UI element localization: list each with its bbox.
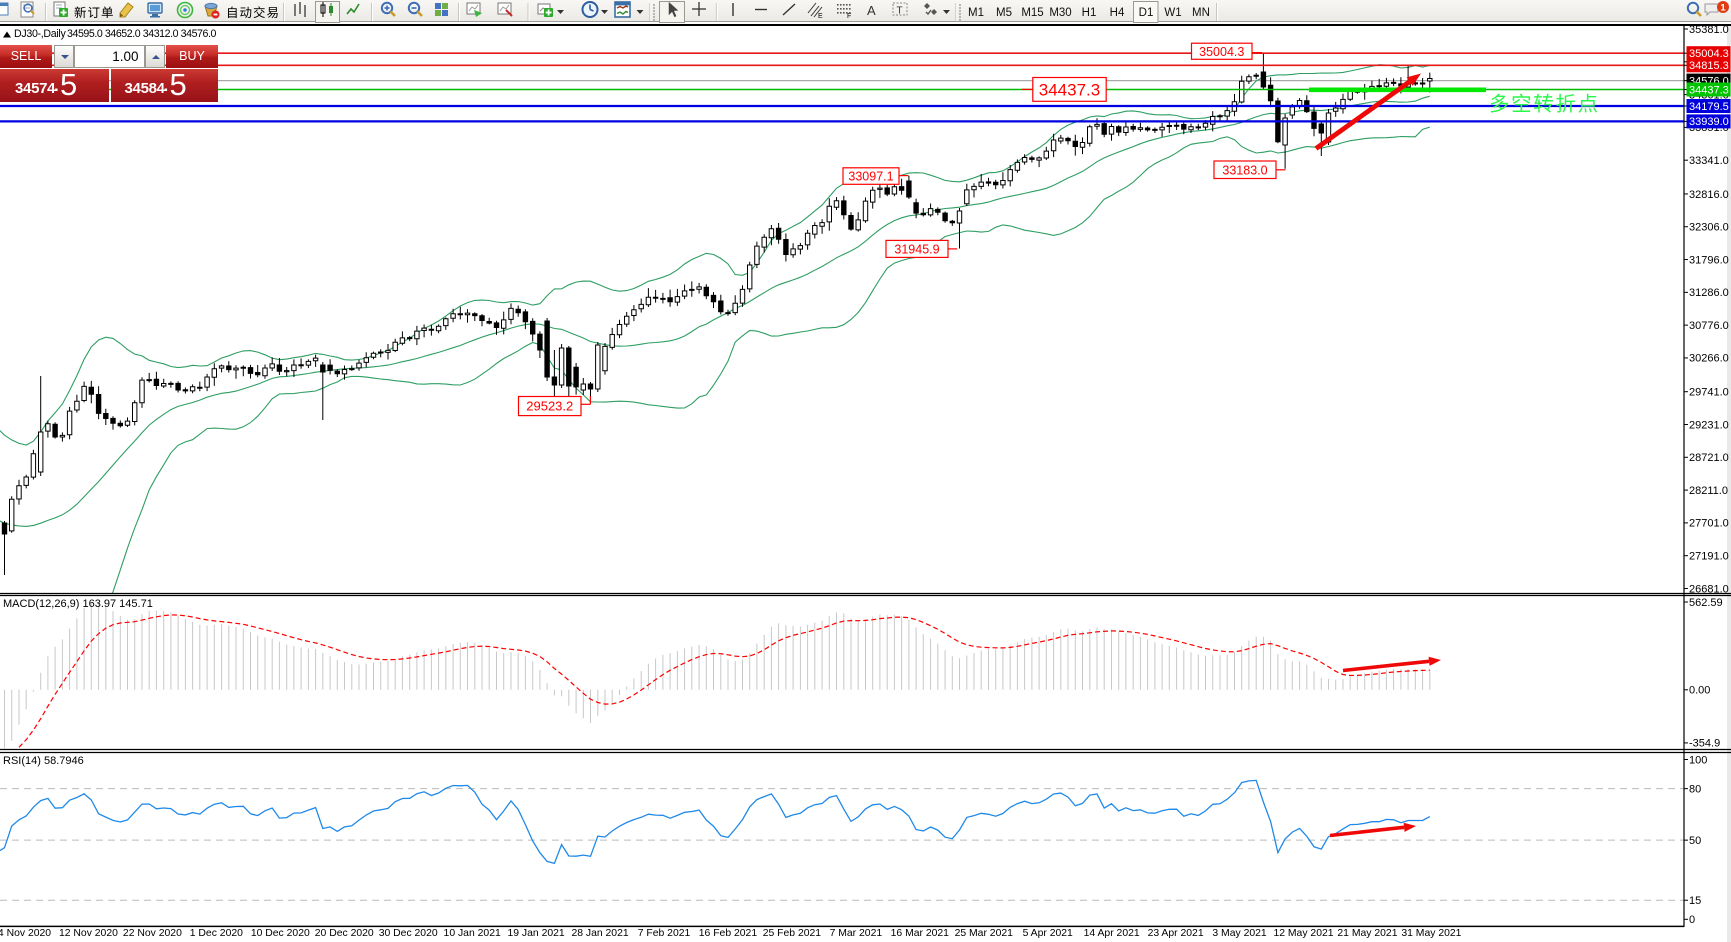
svg-text:15: 15: [1689, 895, 1701, 907]
svg-text:W1: W1: [1164, 7, 1181, 19]
svg-text:26681.0: 26681.0: [1689, 583, 1729, 595]
svg-text:1 Dec 2020: 1 Dec 2020: [190, 928, 243, 939]
svg-text:DJ30-,Daily: DJ30-,Daily: [14, 28, 66, 40]
svg-text:7 Feb 2021: 7 Feb 2021: [638, 928, 691, 939]
svg-text:27701.0: 27701.0: [1689, 518, 1729, 530]
svg-text:12 May 2021: 12 May 2021: [1273, 928, 1333, 939]
svg-text:31796.0: 31796.0: [1689, 254, 1729, 266]
svg-text:31286.0: 31286.0: [1689, 287, 1729, 299]
svg-text:3 May 2021: 3 May 2021: [1212, 928, 1267, 939]
svg-text:25 Mar 2021: 25 Mar 2021: [955, 928, 1014, 939]
svg-text:34437.3: 34437.3: [1689, 84, 1729, 96]
svg-text:35004.3: 35004.3: [1199, 45, 1244, 59]
svg-text:-354.9: -354.9: [1689, 738, 1720, 750]
svg-text:30 Dec 2020: 30 Dec 2020: [379, 928, 438, 939]
svg-text:M15: M15: [1021, 7, 1043, 19]
svg-text:16 Mar 2021: 16 Mar 2021: [891, 928, 950, 939]
svg-text:32816.0: 32816.0: [1689, 189, 1729, 201]
svg-text:34437.3: 34437.3: [1039, 81, 1100, 100]
svg-text:M5: M5: [996, 7, 1012, 19]
svg-text:H1: H1: [1082, 7, 1097, 19]
svg-text:12 Nov 2020: 12 Nov 2020: [59, 928, 118, 939]
svg-text:31945.9: 31945.9: [894, 242, 939, 256]
svg-text:34815.3: 34815.3: [1689, 60, 1729, 72]
svg-text:28211.0: 28211.0: [1689, 485, 1728, 497]
svg-text:35004.3: 35004.3: [1689, 48, 1729, 60]
svg-text:RSI(14) 58.7946: RSI(14) 58.7946: [3, 755, 84, 767]
svg-text:34179.5: 34179.5: [1689, 101, 1729, 113]
svg-text:33183.0: 33183.0: [1222, 163, 1267, 177]
svg-text:10 Jan 2021: 10 Jan 2021: [444, 928, 501, 939]
svg-text:33939.0: 33939.0: [1689, 116, 1729, 128]
svg-text:32306.0: 32306.0: [1689, 222, 1729, 234]
svg-text:34595.0 34652.0 34312.0 34576.: 34595.0 34652.0 34312.0 34576.0: [67, 28, 217, 40]
svg-text:20 Dec 2020: 20 Dec 2020: [315, 928, 374, 939]
svg-text:30776.0: 30776.0: [1689, 320, 1729, 332]
svg-text:23 Apr 2021: 23 Apr 2021: [1148, 928, 1204, 939]
svg-text:7 Mar 2021: 7 Mar 2021: [830, 928, 883, 939]
svg-text:80: 80: [1689, 783, 1701, 795]
svg-text:19 Jan 2021: 19 Jan 2021: [507, 928, 564, 939]
svg-text:28721.0: 28721.0: [1689, 452, 1729, 464]
svg-text:T: T: [897, 6, 903, 17]
svg-text:33341.0: 33341.0: [1689, 155, 1729, 167]
svg-text:562.59: 562.59: [1689, 597, 1723, 609]
svg-text:10 Dec 2020: 10 Dec 2020: [251, 928, 310, 939]
svg-text:F: F: [847, 13, 851, 20]
svg-text:31 May 2021: 31 May 2021: [1401, 928, 1461, 939]
svg-text:16 Feb 2021: 16 Feb 2021: [699, 928, 758, 939]
svg-text:21 May 2021: 21 May 2021: [1337, 928, 1397, 939]
svg-text:MACD(12,26,9) 163.97 145.71: MACD(12,26,9) 163.97 145.71: [3, 598, 153, 610]
svg-text:29741.0: 29741.0: [1689, 387, 1729, 399]
svg-text:1: 1: [1720, 3, 1726, 14]
svg-text:30266.0: 30266.0: [1689, 353, 1729, 365]
svg-text:28 Jan 2021: 28 Jan 2021: [571, 928, 628, 939]
svg-text:22 Nov 2020: 22 Nov 2020: [123, 928, 182, 939]
svg-text:0: 0: [1689, 914, 1695, 926]
svg-text:27191.0: 27191.0: [1689, 550, 1729, 562]
svg-text:E: E: [818, 13, 823, 20]
svg-text:35381.0: 35381.0: [1689, 24, 1729, 36]
svg-text:25 Feb 2021: 25 Feb 2021: [763, 928, 822, 939]
svg-text:M30: M30: [1049, 7, 1071, 19]
svg-text:A: A: [867, 3, 876, 18]
svg-text:29231.0: 29231.0: [1689, 419, 1729, 431]
svg-text:H4: H4: [1110, 7, 1125, 19]
svg-text:50: 50: [1689, 835, 1701, 847]
svg-text:D1: D1: [1139, 7, 1154, 19]
svg-text:29523.2: 29523.2: [526, 399, 573, 414]
svg-text:14 Apr 2021: 14 Apr 2021: [1084, 928, 1140, 939]
svg-text:MN: MN: [1192, 7, 1210, 19]
svg-text:100: 100: [1689, 754, 1707, 766]
svg-text:0.00: 0.00: [1689, 685, 1710, 697]
svg-text:33097.1: 33097.1: [848, 170, 893, 184]
svg-text:5 Apr 2021: 5 Apr 2021: [1023, 928, 1073, 939]
svg-text:4 Nov 2020: 4 Nov 2020: [0, 928, 51, 939]
svg-text:M1: M1: [968, 7, 984, 19]
